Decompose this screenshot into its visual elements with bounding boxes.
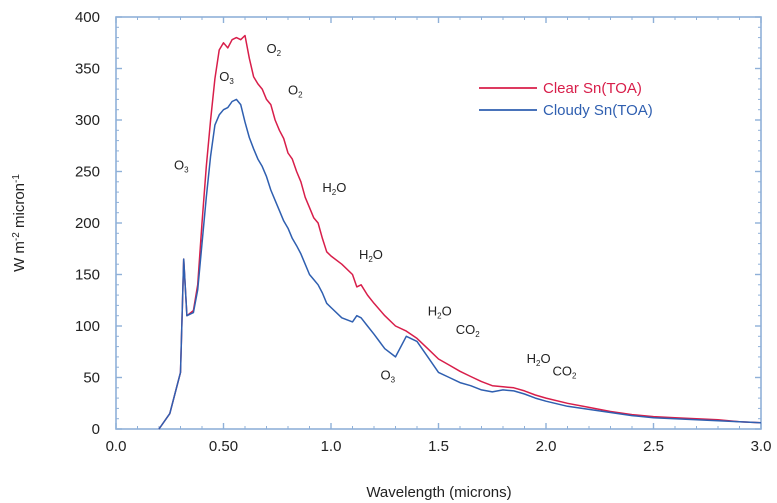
band-annotation: O3 (174, 157, 189, 174)
y-tick-label: 300 (75, 112, 100, 129)
series-line-clear (158, 34, 762, 430)
band-annotation: H2O (359, 247, 383, 264)
y-tick-label: 0 (92, 421, 100, 438)
y-tick-label: 350 (75, 61, 100, 78)
y-axis-title: W m-2 micron-1 (11, 174, 28, 272)
axis-tick-labels: 0.0 0.50 1.0 1.5 2.0 2.5 3.0 0 50 100 150 200 250 300… (75, 9, 771, 455)
band-annotation: CO2 (552, 363, 577, 380)
band-annotation: CO2 (456, 322, 481, 339)
band-annotation: O3 (380, 368, 395, 385)
x-tick-label: 0.0 (106, 438, 127, 455)
legend: Clear Sn(TOA) Cloudy Sn(TOA) (479, 80, 653, 119)
series-lines (158, 34, 762, 430)
x-tick-label: 0.50 (209, 438, 238, 455)
x-tick-label: 2.5 (643, 438, 664, 455)
band-annotation: O2 (267, 41, 282, 58)
band-annotation: H2O (527, 351, 551, 368)
y-tick-label: 250 (75, 164, 100, 181)
series-line-cloudy (158, 98, 762, 430)
y-tick-label: 200 (75, 215, 100, 232)
x-tick-label: 1.0 (321, 438, 342, 455)
y-tick-label: 400 (75, 9, 100, 26)
x-tick-label: 2.0 (536, 438, 557, 455)
x-tick-label: 1.5 (428, 438, 449, 455)
y-tick-label: 100 (75, 318, 100, 335)
band-annotation: O3 (219, 69, 234, 86)
x-tick-label: 3.0 (751, 438, 772, 455)
band-annotation: O2 (288, 82, 303, 99)
legend-label-cloudy: Cloudy Sn(TOA) (543, 102, 653, 119)
plot-frame (115, 16, 762, 430)
legend-label-clear: Clear Sn(TOA) (543, 80, 642, 97)
band-annotation: H2O (322, 180, 346, 197)
band-annotation: H2O (428, 304, 452, 321)
axis-ticks (115, 16, 762, 430)
x-axis-title: Wavelength (microns) (366, 484, 511, 501)
y-tick-label: 150 (75, 267, 100, 284)
y-tick-label: 50 (83, 370, 100, 387)
